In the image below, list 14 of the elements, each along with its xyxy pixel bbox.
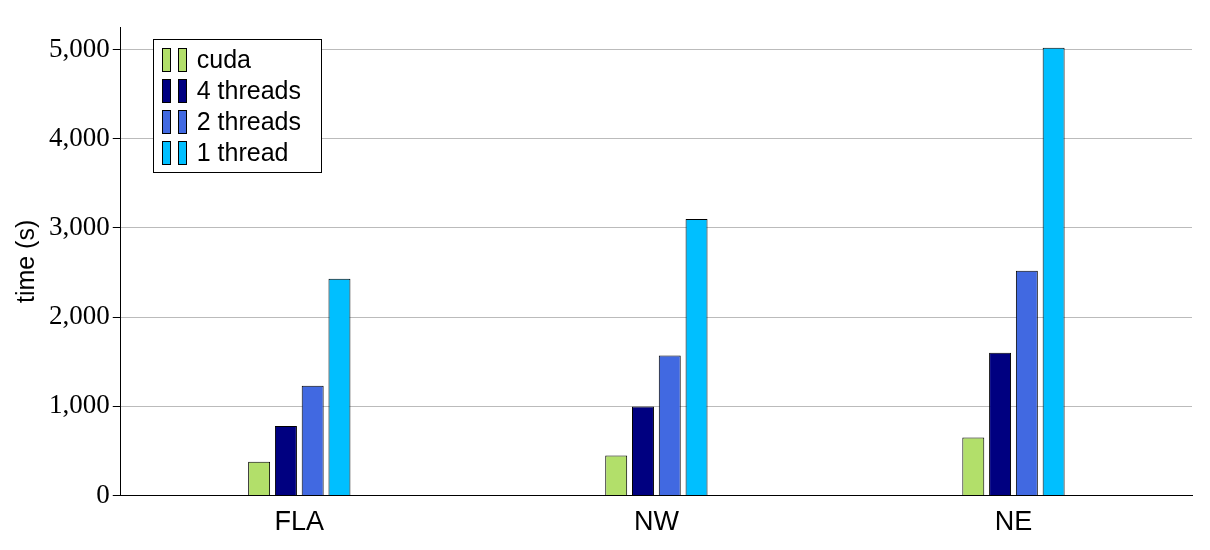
legend-label: 4 threads	[196, 75, 301, 107]
y-tick-label: 2,000	[49, 300, 110, 331]
legend-label: 2 threads	[196, 106, 301, 138]
y-axis-title: time (s)	[10, 219, 39, 304]
x-tick-label: NE	[994, 506, 1033, 537]
y-tick-label: 0	[96, 478, 110, 509]
y-tick-label: 3,000	[49, 211, 110, 242]
y-tick-label: 1,000	[49, 389, 110, 420]
y-tick-label: 5,000	[49, 32, 110, 63]
legend-label: cuda	[196, 44, 251, 76]
x-tick-label: NW	[633, 506, 680, 537]
y-tick-label: 4,000	[49, 121, 110, 152]
legend-label: 1 thread	[196, 137, 289, 169]
x-tick-label: FLA	[274, 506, 325, 537]
